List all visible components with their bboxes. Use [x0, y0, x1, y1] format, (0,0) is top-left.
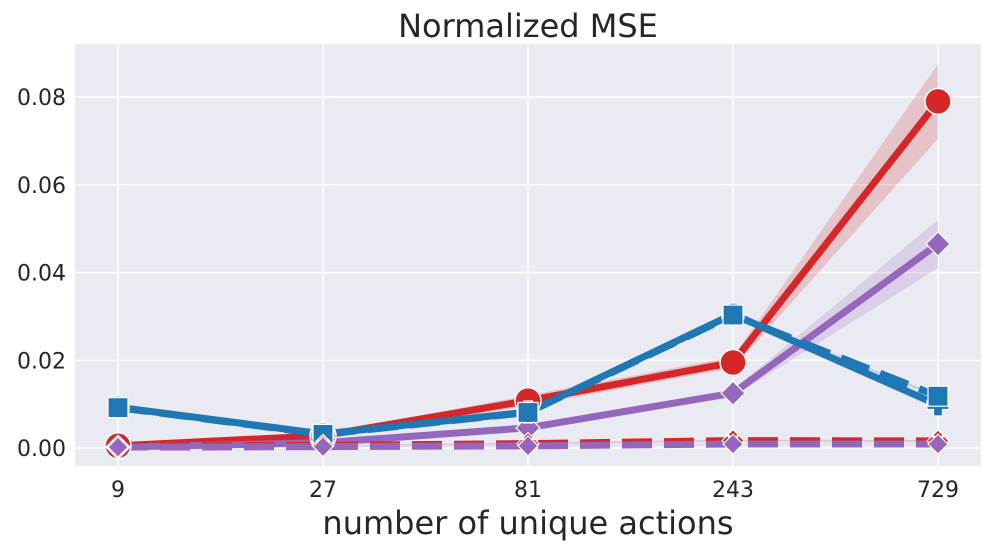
x-tick-label: 81	[514, 478, 542, 503]
y-tick-label: 0.06	[17, 174, 66, 199]
x-tick-label: 27	[309, 478, 337, 503]
data-point-marker	[723, 305, 743, 325]
x-tick-label: 729	[917, 478, 959, 503]
y-tick-label: 0.04	[17, 262, 66, 287]
y-tick-label: 0.08	[17, 86, 66, 111]
x-axis-title: number of unique actions	[322, 504, 733, 542]
y-tick-label: 0.00	[17, 437, 66, 462]
data-point-marker	[518, 402, 538, 422]
x-tick-label: 9	[111, 478, 125, 503]
x-tick-label: 243	[712, 478, 754, 503]
data-point-marker	[720, 349, 746, 375]
chart-title: Normalized MSE	[398, 7, 658, 45]
data-point-marker	[925, 88, 951, 114]
data-point-marker	[928, 386, 948, 406]
y-tick-label: 0.02	[17, 349, 66, 374]
data-point-marker	[108, 398, 128, 418]
